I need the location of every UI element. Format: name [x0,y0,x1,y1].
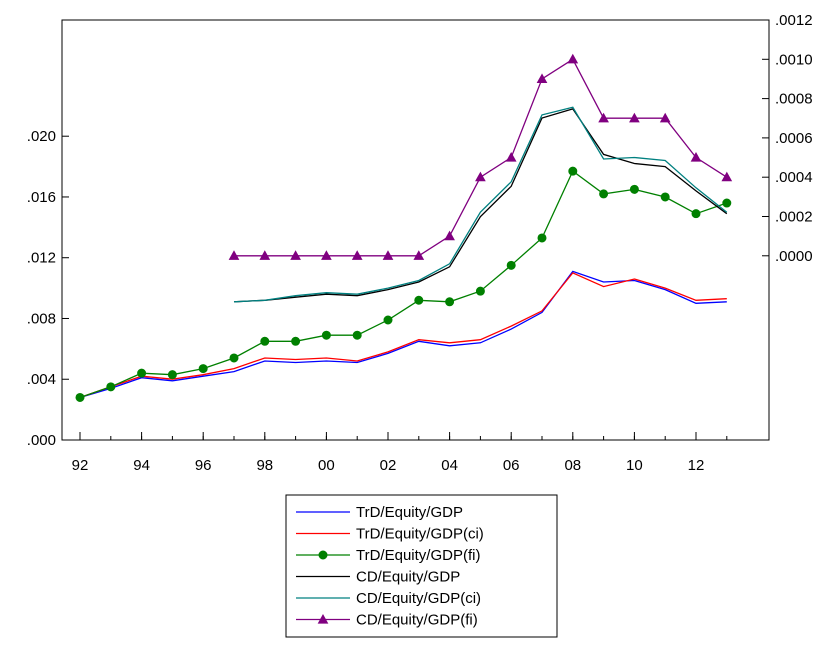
series-point [445,297,455,307]
right-tick-label: .0000 [775,248,813,265]
series-trd-equity-gdp-fi [75,166,732,402]
left-tick-label: .020 [27,128,56,145]
left-tick-label: .008 [27,310,56,327]
x-tick-label: 94 [133,457,150,474]
series-point [228,250,240,260]
series-point [414,295,424,305]
left-tick-label: .016 [27,189,56,206]
series-point [475,171,486,182]
series-point [137,368,147,378]
series-layer [75,53,733,402]
legend: TrD/Equity/GDP TrD/Equity/GDP(ci) TrD/Equi… [285,494,558,638]
legend-label: TrD/Equity/GDP [356,504,463,521]
right-tick-label: .0002 [775,208,813,225]
left-tick-label: .000 [27,432,56,449]
x-tick-label: 04 [441,457,458,474]
series-cd-equity-gdp-fi [228,53,733,260]
legend-item: TrD/Equity/GDP [296,504,463,521]
series-point [629,112,640,123]
right-tick-label: .0006 [775,130,813,147]
series-point [599,189,609,199]
series-point [629,184,639,194]
series-point [321,330,331,340]
series-point [505,152,517,162]
series-point [660,192,670,202]
series-line [233,108,728,303]
series-point [690,152,702,162]
series-trd-equity-gdp-ci [79,272,727,399]
series-point [167,370,177,380]
left-axis: .000 .004 .008 .012 .016 .020 [27,128,69,449]
x-axis: 92 94 96 98 00 02 04 06 08 10 12 [72,432,728,474]
series-cd-equity-gdp-ci [233,106,728,303]
legend-item: CD/Equity/GDP [296,569,460,586]
x-tick-label: 00 [318,457,335,474]
series-point [598,112,609,123]
x-tick-label: 92 [72,457,89,474]
series-point [382,250,394,260]
legend-item: CD/Equity/GDP(fi) [296,612,478,629]
series-point [75,392,85,402]
series-line [233,106,728,303]
legend-item: TrD/Equity/GDP(ci) [296,526,484,543]
series-trd-equity-gdp [79,270,727,399]
x-tick-label: 02 [380,457,397,474]
series-point [198,364,208,374]
series-point [721,171,733,182]
right-axis: .0000 .0002 .0004 .0006 .0008 .0010 .0012 [762,12,813,265]
series-point [722,198,732,208]
series-point [536,73,548,84]
series-point [229,353,239,363]
series-line [79,170,728,399]
left-tick-label: .012 [27,250,56,267]
x-tick-label: 96 [195,457,212,474]
series-point [106,382,116,392]
series-point [506,260,516,270]
series-point [413,250,425,260]
series-point [691,209,701,219]
x-tick-label: 06 [503,457,520,474]
x-tick-label: 08 [564,457,581,474]
legend-box [285,494,558,638]
series-point [351,250,363,260]
series-point [321,250,332,260]
series-point [568,166,578,176]
series-point [352,330,362,340]
series-point [659,112,671,123]
series-point [567,53,579,64]
series-point [537,233,547,243]
series-cd-equity-gdp [233,108,728,303]
right-tick-label: .0008 [775,91,813,108]
legend-label: TrD/Equity/GDP(ci) [356,526,484,543]
series-point [259,250,271,260]
legend-item: CD/Equity/GDP(ci) [296,590,481,607]
series-point [290,250,301,260]
legend-label: CD/Equity/GDP(fi) [356,612,478,629]
x-tick-label: 12 [688,457,705,474]
series-point [383,315,393,325]
series-point [260,336,270,346]
left-tick-label: .004 [27,371,56,388]
legend-label: TrD/Equity/GDP(fi) [356,547,480,564]
x-tick-label: 98 [256,457,273,474]
legend-item: TrD/Equity/GDP(fi) [296,547,480,564]
x-tick-label: 10 [626,457,643,474]
legend-marker [317,613,329,624]
series-point [475,286,485,296]
series-line [79,270,727,399]
series-line [234,58,728,257]
legend-marker [318,550,328,560]
right-tick-label: .0012 [775,12,813,29]
series-point [444,230,455,241]
right-tick-label: .0010 [775,51,813,68]
legend-label: CD/Equity/GDP(ci) [356,590,481,607]
right-tick-label: .0004 [775,169,813,186]
legend-label: CD/Equity/GDP [356,569,460,586]
series-point [291,336,301,346]
plot-frame [61,19,770,441]
series-line [79,272,727,399]
